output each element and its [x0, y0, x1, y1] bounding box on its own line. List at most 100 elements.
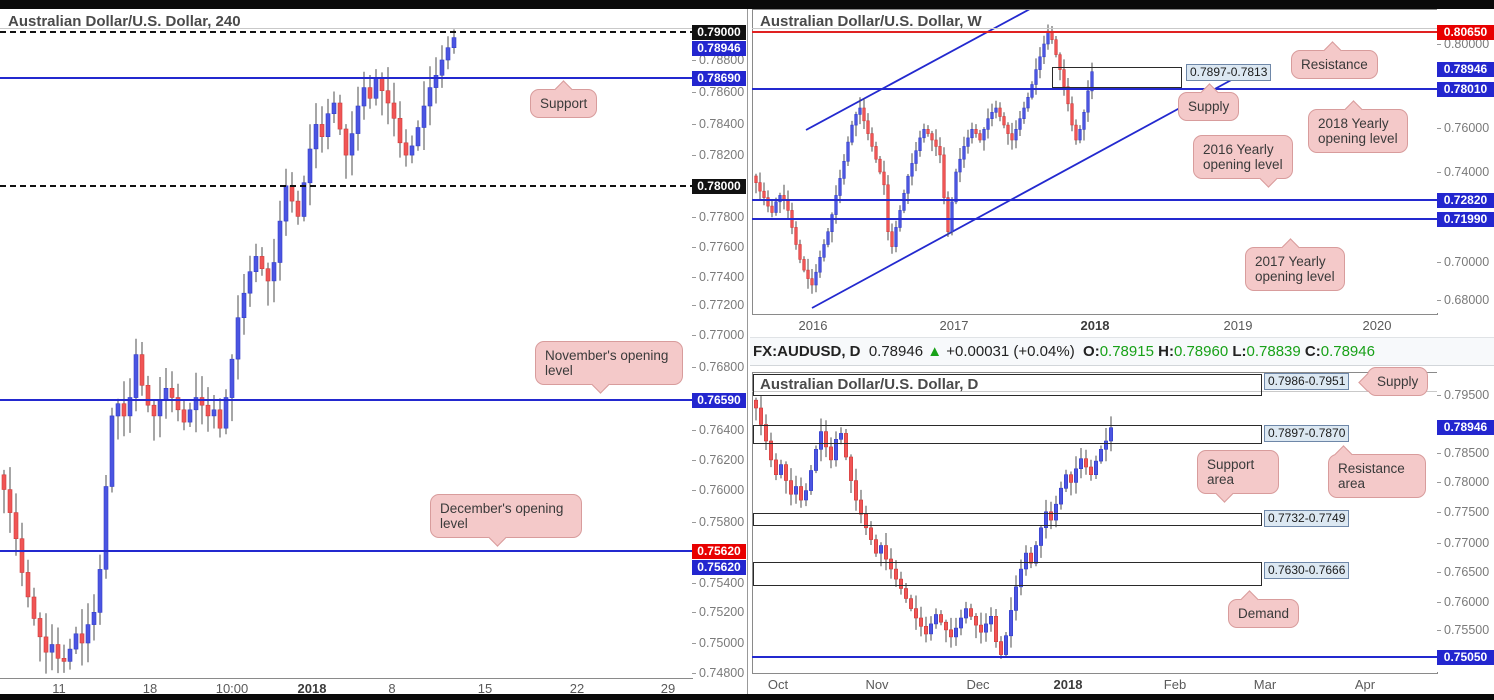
- chart-weekly-title-rule: [752, 28, 1437, 29]
- axis-tick-mark: [692, 430, 696, 431]
- price-badge: 0.72820: [1437, 193, 1494, 208]
- weekly-supply-zone-label: 0.7897-0.7813: [1186, 64, 1272, 81]
- time-axis-label: 11: [52, 681, 66, 696]
- axis-tick-mark: [692, 277, 696, 278]
- price-badge: 0.75620: [692, 544, 746, 559]
- axis-tick-mark: [1437, 512, 1441, 513]
- time-axis-label: Oct: [767, 677, 789, 692]
- axis-tick-mark: [692, 305, 696, 306]
- time-axis-label: Apr: [1354, 677, 1376, 692]
- axis-tick-mark: [692, 673, 696, 674]
- daily-supply-zone-rect[interactable]: [753, 374, 1262, 396]
- chart-daily-price-axis[interactable]: 0.79500 0.78500 0.78000 0.77500 0.77000 0.765…: [1437, 372, 1494, 672]
- level-line-0.76590-november-open[interactable]: [0, 399, 692, 401]
- weekly-supply-zone-rect[interactable]: [1052, 67, 1182, 88]
- price-axis-tick-label: 0.68000: [1444, 293, 1490, 307]
- price-badge: 0.75620: [692, 560, 746, 575]
- level-line-0.80650-resistance[interactable]: [752, 31, 1437, 33]
- price-badge: 0.78946: [692, 41, 746, 56]
- level-line-0.75050[interactable]: [752, 656, 1437, 658]
- callout-support: Support: [530, 80, 598, 118]
- price-axis-tick-label: 0.80000: [1444, 37, 1490, 51]
- axis-tick-mark: [692, 460, 696, 461]
- price-badge: 0.78010: [1437, 82, 1494, 97]
- status-bar-segment: 0.78946: [860, 343, 928, 360]
- daily-demand-zone-rect[interactable]: [753, 562, 1262, 586]
- chart-daily-plot-area[interactable]: [752, 372, 1437, 672]
- callout-supply-daily: Supply: [1358, 367, 1429, 396]
- chart-weekly-time-axis[interactable]: 2016 2017 2018 2019 2020: [752, 318, 1437, 334]
- status-bar-segment: H:: [1153, 343, 1174, 360]
- price-axis-tick-label: 0.78400: [699, 117, 745, 131]
- price-axis-tick-label: 0.79500: [1444, 388, 1490, 402]
- level-line-0.78690-support[interactable]: [0, 77, 692, 79]
- price-axis-tick-label: 0.76800: [699, 360, 745, 374]
- price-axis-tick-label: 0.77200: [699, 298, 745, 312]
- price-badge: 0.78946: [1437, 420, 1494, 435]
- price-axis-tick-label: 0.77000: [699, 328, 745, 342]
- time-axis-label: 29: [660, 681, 676, 696]
- status-bar-segment: 0.78839: [1246, 343, 1301, 360]
- price-axis-tick-label: 0.75200: [699, 605, 745, 619]
- panel-separator: [747, 9, 748, 694]
- price-axis-tick-label: 0.76000: [699, 483, 745, 497]
- chart-weekly-candles: [754, 9, 1236, 309]
- callout-2017-yearly-opening-level: 2017 Yearly opening level: [1245, 238, 1345, 291]
- level-line-0.78010-2018-open[interactable]: [752, 88, 1437, 90]
- status-bar-segment: ▲: [927, 343, 943, 360]
- chart-240-time-axis[interactable]: 11 18 10:00 2018 8 15 22 29: [0, 681, 746, 696]
- status-bar-segment: 0.78946: [1320, 343, 1375, 360]
- axis-tick-mark: [1437, 602, 1441, 603]
- callout-demand: Demand: [1228, 590, 1300, 628]
- time-axis-label: 8: [388, 681, 396, 696]
- axis-tick-mark: [1437, 630, 1441, 631]
- chart-weekly-price-axis[interactable]: 0.80000 0.76000 0.74000 0.70000 0.68000 0.806…: [1437, 9, 1494, 313]
- axis-tick-mark: [692, 583, 696, 584]
- price-axis-tick-label: 0.76400: [699, 423, 745, 437]
- chart-weekly-title: Australian Dollar/U.S. Dollar, W: [760, 13, 982, 30]
- price-axis-tick-label: 0.78600: [699, 85, 745, 99]
- time-axis-label: 22: [569, 681, 585, 696]
- price-axis-tick-label: 0.76000: [1444, 121, 1490, 135]
- axis-tick-mark: [1437, 300, 1441, 301]
- chart-240-price-axis[interactable]: 0.78800 0.78600 0.78400 0.78200 0.77800 0.776…: [692, 9, 746, 680]
- axis-tick-mark: [692, 124, 696, 125]
- daily-resistance-zone-rect[interactable]: [753, 425, 1262, 444]
- price-badge: 0.76590: [692, 393, 746, 408]
- chart-240-plot-area[interactable]: [0, 9, 693, 679]
- time-axis-label: 2019: [1223, 318, 1253, 333]
- symbol-status-bar: FX:AUDUSD, D 0.78946 ▲ +0.00031 (+0.04%)…: [750, 337, 1494, 366]
- price-axis-tick-label: 0.74800: [699, 666, 745, 680]
- level-line-0.71990-2017-open[interactable]: [752, 218, 1437, 220]
- level-line-0.72820-2016-open[interactable]: [752, 199, 1437, 201]
- chart-240-candles: [1, 29, 457, 674]
- callout-support-area: Support area: [1197, 450, 1279, 503]
- time-axis-label: Dec: [966, 677, 990, 692]
- price-badge: 0.75050: [1437, 650, 1494, 665]
- axis-tick-mark: [692, 217, 696, 218]
- price-axis-tick-label: 0.75000: [699, 636, 745, 650]
- time-axis-label: 2016: [798, 318, 828, 333]
- axis-tick-mark: [1437, 262, 1441, 263]
- price-axis-tick-label: 0.77400: [699, 270, 745, 284]
- daily-demand-zone-label: 0.7630-0.7666: [1264, 562, 1350, 579]
- daily-supply-zone-label: 0.7986-0.7951: [1264, 373, 1350, 390]
- chart-daily-title-rule: [752, 391, 1437, 392]
- price-badge: 0.78000: [692, 179, 746, 194]
- callout-december-opening-level: December's opening level: [430, 494, 582, 547]
- chart-daily-time-axis[interactable]: Oct Nov Dec 2018 Feb Mar Apr: [752, 677, 1437, 692]
- callout-2016-yearly-opening-level: 2016 Yearly opening level: [1193, 135, 1293, 188]
- time-axis-label: 10:00: [215, 681, 249, 696]
- level-line-0.78000[interactable]: [0, 185, 692, 187]
- status-bar-segment: 0.78915: [1099, 343, 1154, 360]
- level-line-0.75620-december-open[interactable]: [0, 550, 692, 552]
- axis-tick-mark: [692, 522, 696, 523]
- callout-resistance-weekly: Resistance: [1291, 41, 1378, 79]
- price-badge: 0.78946: [1437, 62, 1494, 77]
- level-line-0.79000[interactable]: [0, 31, 692, 33]
- axis-tick-mark: [1437, 395, 1441, 396]
- axis-tick-mark: [1437, 128, 1441, 129]
- price-axis-tick-label: 0.78200: [699, 148, 745, 162]
- daily-support-zone-rect[interactable]: [753, 513, 1262, 526]
- time-axis-label: Feb: [1163, 677, 1187, 692]
